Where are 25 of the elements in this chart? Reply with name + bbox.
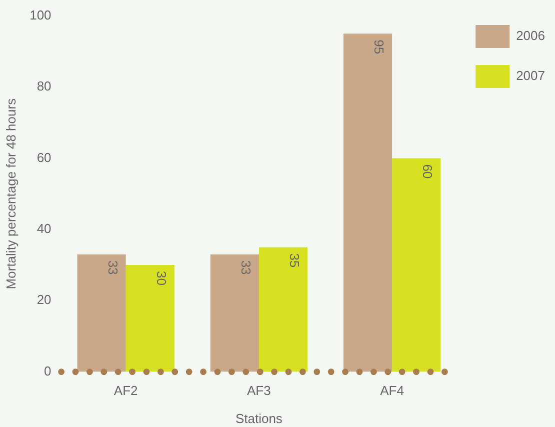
legend-label: 2007 bbox=[516, 68, 545, 84]
x-tick-label: AF4 bbox=[380, 383, 404, 398]
y-axis-title: Mortality percentage for 48 hours bbox=[3, 98, 18, 290]
y-tick-label: 60 bbox=[36, 150, 52, 165]
bar bbox=[392, 158, 441, 372]
y-tick-label: 0 bbox=[44, 363, 52, 378]
legend-label: 2006 bbox=[516, 28, 545, 44]
data-label: 33 bbox=[238, 260, 254, 275]
data-label: 33 bbox=[105, 260, 120, 275]
x-tick-label: AF3 bbox=[247, 383, 271, 398]
bar bbox=[343, 34, 392, 372]
bar bbox=[210, 254, 259, 372]
bar bbox=[77, 254, 126, 372]
x-axis-title: Stations bbox=[235, 410, 283, 426]
y-tick-label: 80 bbox=[36, 78, 52, 94]
data-label: 30 bbox=[154, 271, 169, 286]
data-label: 95 bbox=[371, 40, 386, 54]
bar bbox=[258, 247, 308, 372]
y-tick-label: 100 bbox=[30, 7, 52, 22]
y-tick-label: 40 bbox=[36, 220, 52, 236]
data-label: 60 bbox=[420, 164, 436, 179]
x-tick-label: AF2 bbox=[114, 383, 138, 398]
y-tick-label: 20 bbox=[36, 292, 52, 308]
data-label: 35 bbox=[286, 253, 302, 268]
bar bbox=[126, 265, 174, 372]
